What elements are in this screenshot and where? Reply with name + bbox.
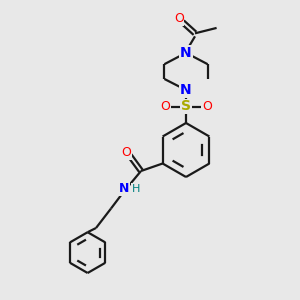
Text: N: N <box>119 182 130 196</box>
Text: O: O <box>202 100 212 113</box>
Text: N: N <box>180 46 192 60</box>
Text: H: H <box>131 184 140 194</box>
Text: N: N <box>180 83 192 97</box>
Text: O: O <box>160 100 170 113</box>
Text: S: S <box>181 100 191 113</box>
Text: O: O <box>174 12 184 26</box>
Text: O: O <box>121 146 131 159</box>
